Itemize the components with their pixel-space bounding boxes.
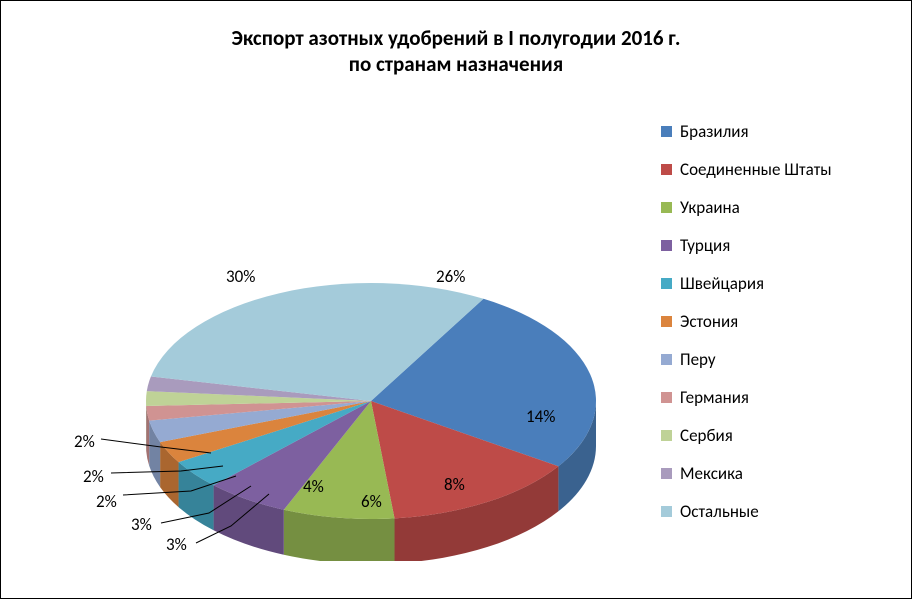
pie-slice-label: 6% <box>361 491 382 512</box>
legend-item: Германия <box>661 387 881 408</box>
legend-item: Мексика <box>661 463 881 484</box>
legend-swatch <box>661 430 672 441</box>
pie-chart: 26% 14% 8% 6% 4% 3% 3% 2% 2% 2% 30% <box>41 121 661 561</box>
legend-label: Украина <box>680 197 740 218</box>
legend-label: Швейцария <box>680 273 764 294</box>
legend-item: Соединенные Штаты <box>661 159 881 180</box>
legend-swatch <box>661 468 672 479</box>
pie-slice-label: 8% <box>444 474 465 495</box>
chart-title: Экспорт азотных удобрений в I полугодии … <box>1 25 911 78</box>
pie-slice-label: 2% <box>96 491 117 512</box>
legend-item: Бразилия <box>661 121 881 142</box>
pie-slice-label: 4% <box>303 476 324 497</box>
legend-label: Турция <box>680 235 730 256</box>
legend-swatch <box>661 240 672 251</box>
legend-swatch <box>661 354 672 365</box>
legend-label: Мексика <box>680 463 743 484</box>
legend-swatch <box>661 126 672 137</box>
legend-item: Сербия <box>661 425 881 446</box>
legend-item: Перу <box>661 349 881 370</box>
chart-title-line2: по странам назначения <box>349 51 563 77</box>
legend-item: Турция <box>661 235 881 256</box>
legend-item: Эстония <box>661 311 881 332</box>
pie-slice-label: 2% <box>83 466 104 487</box>
legend-swatch <box>661 278 672 289</box>
legend-label: Перу <box>680 349 716 370</box>
legend-item: Украина <box>661 197 881 218</box>
legend-swatch <box>661 202 672 213</box>
legend-item: Остальные <box>661 501 881 522</box>
legend-item: Швейцария <box>661 273 881 294</box>
legend: Бразилия Соединенные Штаты Украина Турция Шв… <box>661 121 881 539</box>
pie-slice-label: 2% <box>74 431 95 452</box>
pie-slice-label: 26% <box>436 266 465 287</box>
legend-label: Германия <box>680 387 749 408</box>
legend-label: Эстония <box>680 311 738 332</box>
pie-slice-label: 3% <box>131 514 152 535</box>
legend-label: Бразилия <box>680 121 749 142</box>
pie-slice-label: 3% <box>166 534 187 555</box>
legend-swatch <box>661 316 672 327</box>
chart-title-line1: Экспорт азотных удобрений в I полугодии … <box>232 25 681 51</box>
legend-label: Остальные <box>680 501 759 522</box>
pie-slice-label: 30% <box>226 266 255 287</box>
chart-frame: Экспорт азотных удобрений в I полугодии … <box>0 0 912 599</box>
legend-label: Соединенные Штаты <box>680 159 832 180</box>
legend-swatch <box>661 392 672 403</box>
legend-swatch <box>661 506 672 517</box>
legend-swatch <box>661 164 672 175</box>
pie-slice-label: 14% <box>526 406 555 427</box>
legend-label: Сербия <box>680 425 733 446</box>
